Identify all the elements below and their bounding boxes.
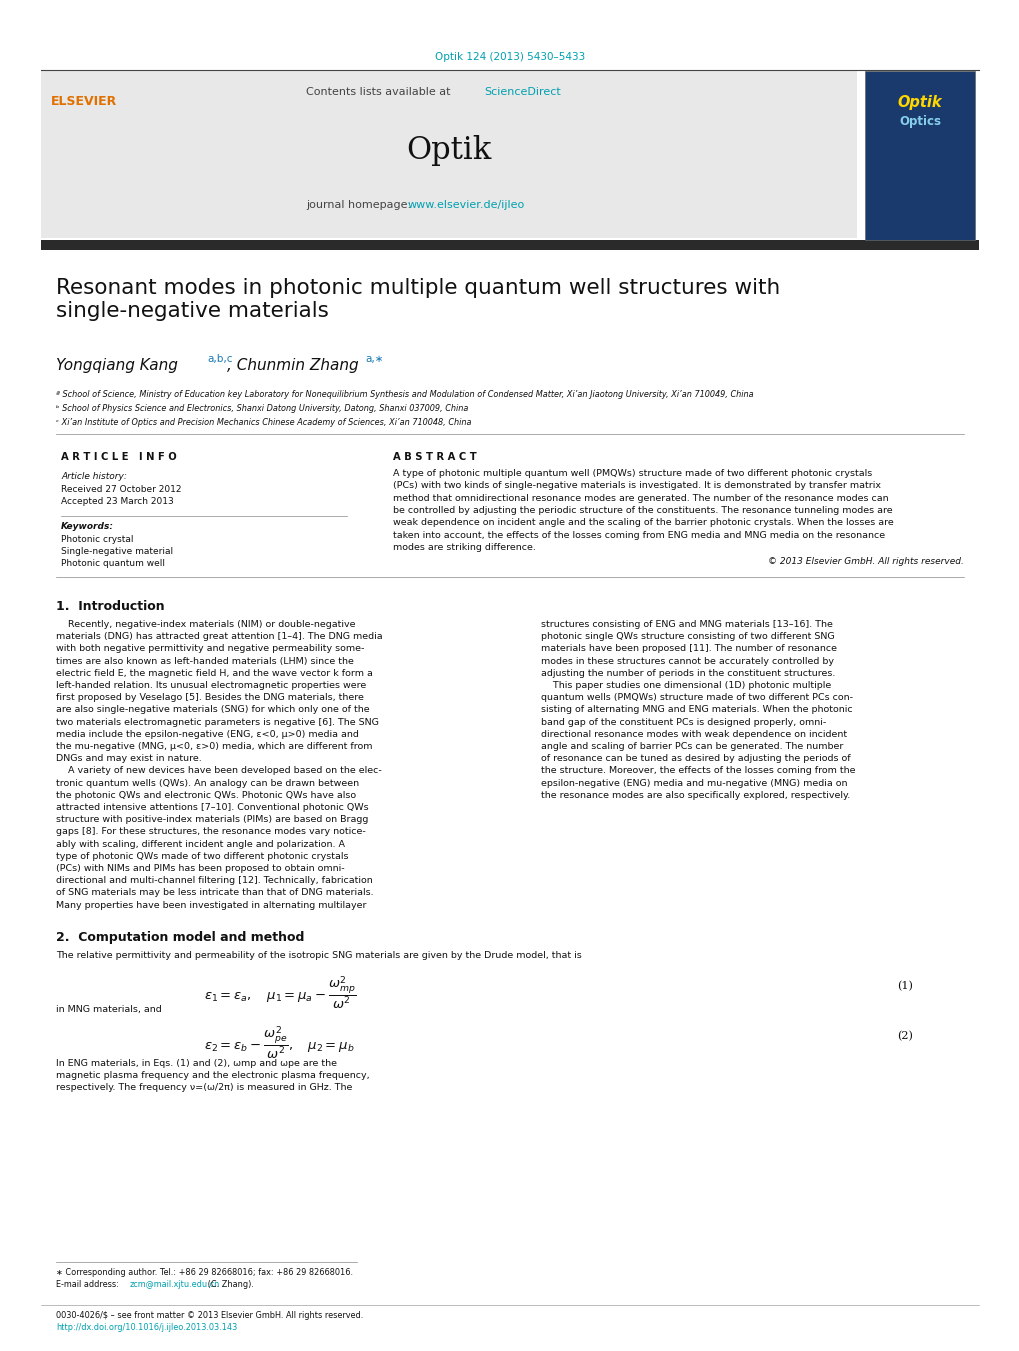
Text: ª School of Science, Ministry of Education key Laboratory for Nonequilibrium Syn: ª School of Science, Ministry of Educati… bbox=[56, 390, 753, 399]
Text: A B S T R A C T: A B S T R A C T bbox=[392, 453, 476, 462]
Bar bbox=[41, 240, 978, 250]
Text: ELSEVIER: ELSEVIER bbox=[51, 95, 117, 108]
Text: directional resonance modes with weak dependence on incident: directional resonance modes with weak de… bbox=[540, 730, 846, 739]
Text: be controlled by adjusting the periodic structure of the constituents. The reson: be controlled by adjusting the periodic … bbox=[392, 505, 892, 515]
Text: taken into account, the effects of the losses coming from ENG media and MNG medi: taken into account, the effects of the l… bbox=[392, 531, 883, 539]
Text: respectively. The frequency ν=(ω/2π) is measured in GHz. The: respectively. The frequency ν=(ω/2π) is … bbox=[56, 1082, 353, 1092]
Text: times are also known as left-handed materials (LHM) since the: times are also known as left-handed mate… bbox=[56, 657, 354, 666]
Text: (1): (1) bbox=[897, 981, 913, 992]
Text: gaps [8]. For these structures, the resonance modes vary notice-: gaps [8]. For these structures, the reso… bbox=[56, 827, 366, 836]
Text: attracted intensive attentions [7–10]. Conventional photonic QWs: attracted intensive attentions [7–10]. C… bbox=[56, 802, 368, 812]
Text: structures consisting of ENG and MNG materials [13–16]. The: structures consisting of ENG and MNG mat… bbox=[540, 620, 832, 630]
Text: Optik 124 (2013) 5430–5433: Optik 124 (2013) 5430–5433 bbox=[434, 51, 585, 62]
Text: in MNG materials, and: in MNG materials, and bbox=[56, 1005, 162, 1013]
Text: Many properties have been investigated in alternating multilayer: Many properties have been investigated i… bbox=[56, 901, 366, 909]
Text: Optics: Optics bbox=[898, 115, 941, 128]
Text: modes in these structures cannot be accurately controlled by: modes in these structures cannot be accu… bbox=[540, 657, 833, 666]
Text: A variety of new devices have been developed based on the elec-: A variety of new devices have been devel… bbox=[56, 766, 381, 775]
Bar bbox=[864, 72, 974, 240]
Text: with both negative permittivity and negative permeability some-: with both negative permittivity and nega… bbox=[56, 644, 364, 654]
Text: Photonic quantum well: Photonic quantum well bbox=[61, 559, 165, 567]
Text: magnetic plasma frequency and the electronic plasma frequency,: magnetic plasma frequency and the electr… bbox=[56, 1071, 369, 1079]
Text: materials (DNG) has attracted great attention [1–4]. The DNG media: materials (DNG) has attracted great atte… bbox=[56, 632, 382, 642]
Text: zcm@mail.xjtu.edu.cn: zcm@mail.xjtu.edu.cn bbox=[129, 1279, 220, 1289]
Text: a,b,c: a,b,c bbox=[207, 354, 232, 363]
Text: of resonance can be tuned as desired by adjusting the periods of: of resonance can be tuned as desired by … bbox=[540, 754, 850, 763]
Text: (2): (2) bbox=[897, 1031, 913, 1042]
Text: the mu-negative (MNG, μ<0, ε>0) media, which are different from: the mu-negative (MNG, μ<0, ε>0) media, w… bbox=[56, 742, 372, 751]
Text: E-mail address:: E-mail address: bbox=[56, 1279, 121, 1289]
Text: Single-negative material: Single-negative material bbox=[61, 547, 173, 557]
Text: angle and scaling of barrier PCs can be generated. The number: angle and scaling of barrier PCs can be … bbox=[540, 742, 842, 751]
Text: 1.  Introduction: 1. Introduction bbox=[56, 600, 164, 613]
Text: Yongqiang Kang: Yongqiang Kang bbox=[56, 358, 177, 373]
Text: epsilon-negative (ENG) media and mu-negative (MNG) media on: epsilon-negative (ENG) media and mu-nega… bbox=[540, 778, 846, 788]
Text: http://dx.doi.org/10.1016/j.ijleo.2013.03.143: http://dx.doi.org/10.1016/j.ijleo.2013.0… bbox=[56, 1323, 237, 1332]
Text: www.elsevier.de/ijleo: www.elsevier.de/ijleo bbox=[408, 200, 525, 209]
Text: Contents lists available at: Contents lists available at bbox=[306, 86, 453, 97]
Text: directional and multi-channel filtering [12]. Technically, fabrication: directional and multi-channel filtering … bbox=[56, 877, 373, 885]
Text: are also single-negative materials (SNG) for which only one of the: are also single-negative materials (SNG)… bbox=[56, 705, 369, 715]
Text: of SNG materials may be less intricate than that of DNG materials.: of SNG materials may be less intricate t… bbox=[56, 889, 373, 897]
Text: A R T I C L E   I N F O: A R T I C L E I N F O bbox=[61, 453, 176, 462]
Text: © 2013 Elsevier GmbH. All rights reserved.: © 2013 Elsevier GmbH. All rights reserve… bbox=[767, 557, 963, 566]
Text: In ENG materials, in Eqs. (1) and (2), ωmp and ωpe are the: In ENG materials, in Eqs. (1) and (2), ω… bbox=[56, 1059, 336, 1067]
Text: two materials electromagnetic parameters is negative [6]. The SNG: two materials electromagnetic parameters… bbox=[56, 717, 379, 727]
Text: method that omnidirectional resonance modes are generated. The number of the res: method that omnidirectional resonance mo… bbox=[392, 493, 888, 503]
Text: tronic quantum wells (QWs). An analogy can be drawn between: tronic quantum wells (QWs). An analogy c… bbox=[56, 778, 359, 788]
Text: $\varepsilon_2 = \varepsilon_b - \dfrac{\omega^2_{pe}}{\omega^2}, \quad \mu_2 = : $\varepsilon_2 = \varepsilon_b - \dfrac{… bbox=[204, 1025, 355, 1062]
Text: (C. Zhang).: (C. Zhang). bbox=[205, 1279, 254, 1289]
Text: weak dependence on incident angle and the scaling of the barrier photonic crysta: weak dependence on incident angle and th… bbox=[392, 519, 893, 527]
Text: media include the epsilon-negative (ENG, ε<0, μ>0) media and: media include the epsilon-negative (ENG,… bbox=[56, 730, 359, 739]
Text: electric field E, the magnetic field H, and the wave vector k form a: electric field E, the magnetic field H, … bbox=[56, 669, 373, 678]
Text: ably with scaling, different incident angle and polarization. A: ably with scaling, different incident an… bbox=[56, 839, 344, 848]
Text: Photonic crystal: Photonic crystal bbox=[61, 535, 133, 544]
Text: DNGs and may exist in nature.: DNGs and may exist in nature. bbox=[56, 754, 202, 763]
Text: ᵇ School of Physics Science and Electronics, Shanxi Datong University, Datong, S: ᵇ School of Physics Science and Electron… bbox=[56, 404, 468, 413]
Text: ScienceDirect: ScienceDirect bbox=[484, 86, 560, 97]
Text: $\varepsilon_1 = \varepsilon_a, \quad \mu_1 = \mu_a - \dfrac{\omega^2_{mp}}{\ome: $\varepsilon_1 = \varepsilon_a, \quad \m… bbox=[204, 975, 357, 1012]
Text: adjusting the number of periods in the constituent structures.: adjusting the number of periods in the c… bbox=[540, 669, 835, 678]
Text: the structure. Moreover, the effects of the losses coming from the: the structure. Moreover, the effects of … bbox=[540, 766, 854, 775]
Text: a,∗: a,∗ bbox=[365, 354, 383, 363]
Text: This paper studies one dimensional (1D) photonic multiple: This paper studies one dimensional (1D) … bbox=[540, 681, 830, 690]
Text: modes are striking difference.: modes are striking difference. bbox=[392, 543, 535, 551]
Text: quantum wells (PMQWs) structure made of two different PCs con-: quantum wells (PMQWs) structure made of … bbox=[540, 693, 852, 703]
Text: type of photonic QWs made of two different photonic crystals: type of photonic QWs made of two differe… bbox=[56, 851, 348, 861]
Text: 2.  Computation model and method: 2. Computation model and method bbox=[56, 931, 305, 944]
Text: ᶜ Xi’an Institute of Optics and Precision Mechanics Chinese Academy of Sciences,: ᶜ Xi’an Institute of Optics and Precisio… bbox=[56, 417, 471, 427]
Text: left-handed relation. Its unusual electromagnetic properties were: left-handed relation. Its unusual electr… bbox=[56, 681, 366, 690]
Text: Optik: Optik bbox=[406, 135, 491, 166]
Text: Optik: Optik bbox=[897, 95, 942, 109]
Text: (PCs) with two kinds of single-negative materials is investigated. It is demonst: (PCs) with two kinds of single-negative … bbox=[392, 481, 879, 490]
Text: band gap of the constituent PCs is designed properly, omni-: band gap of the constituent PCs is desig… bbox=[540, 717, 825, 727]
Text: Resonant modes in photonic multiple quantum well structures with
single-negative: Resonant modes in photonic multiple quan… bbox=[56, 278, 780, 322]
Text: materials have been proposed [11]. The number of resonance: materials have been proposed [11]. The n… bbox=[540, 644, 836, 654]
Text: Accepted 23 March 2013: Accepted 23 March 2013 bbox=[61, 497, 174, 507]
Text: , Chunmin Zhang: , Chunmin Zhang bbox=[227, 358, 359, 373]
Text: the resonance modes are also specifically explored, respectively.: the resonance modes are also specificall… bbox=[540, 790, 849, 800]
Text: photonic single QWs structure consisting of two different SNG: photonic single QWs structure consisting… bbox=[540, 632, 834, 642]
Text: 0030-4026/$ – see front matter © 2013 Elsevier GmbH. All rights reserved.: 0030-4026/$ – see front matter © 2013 El… bbox=[56, 1310, 363, 1320]
Text: the photonic QWs and electronic QWs. Photonic QWs have also: the photonic QWs and electronic QWs. Pho… bbox=[56, 790, 356, 800]
Text: Article history:: Article history: bbox=[61, 471, 127, 481]
Text: sisting of alternating MNG and ENG materials. When the photonic: sisting of alternating MNG and ENG mater… bbox=[540, 705, 852, 715]
Text: Keywords:: Keywords: bbox=[61, 521, 114, 531]
Bar bbox=[41, 72, 856, 238]
Text: first proposed by Veselago [5]. Besides the DNG materials, there: first proposed by Veselago [5]. Besides … bbox=[56, 693, 364, 703]
Text: A type of photonic multiple quantum well (PMQWs) structure made of two different: A type of photonic multiple quantum well… bbox=[392, 469, 871, 478]
Text: The relative permittivity and permeability of the isotropic SNG materials are gi: The relative permittivity and permeabili… bbox=[56, 951, 581, 959]
Text: (PCs) with NIMs and PIMs has been proposed to obtain omni-: (PCs) with NIMs and PIMs has been propos… bbox=[56, 865, 344, 873]
Text: Recently, negative-index materials (NIM) or double-negative: Recently, negative-index materials (NIM)… bbox=[56, 620, 356, 630]
Text: Received 27 October 2012: Received 27 October 2012 bbox=[61, 485, 181, 494]
Text: ∗ Corresponding author. Tel.: +86 29 82668016; fax: +86 29 82668016.: ∗ Corresponding author. Tel.: +86 29 826… bbox=[56, 1269, 353, 1277]
Text: structure with positive-index materials (PIMs) are based on Bragg: structure with positive-index materials … bbox=[56, 815, 368, 824]
Text: journal homepage:: journal homepage: bbox=[306, 200, 414, 209]
